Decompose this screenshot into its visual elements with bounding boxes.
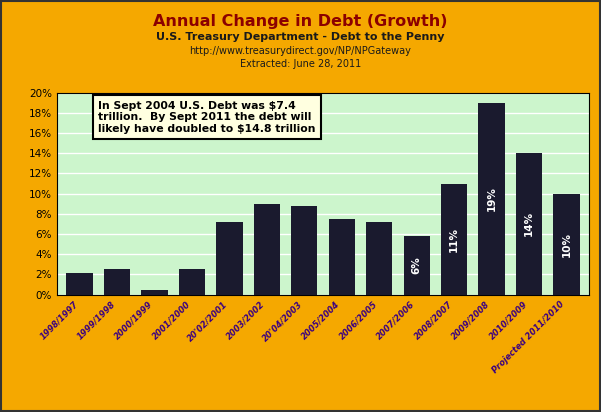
- Bar: [104, 269, 130, 295]
- Text: 19%: 19%: [487, 186, 496, 211]
- Text: U.S. Treasury Department - Debt to the Penny: U.S. Treasury Department - Debt to the P…: [156, 32, 445, 42]
- Bar: [554, 194, 579, 295]
- Text: Annual Change in Debt (Growth): Annual Change in Debt (Growth): [153, 14, 448, 29]
- Bar: [329, 219, 355, 295]
- Bar: [254, 204, 280, 295]
- Text: 10%: 10%: [561, 232, 572, 257]
- Bar: [441, 184, 467, 295]
- Text: http://www.treasurydirect.gov/NP/NPGateway: http://www.treasurydirect.gov/NP/NPGatew…: [189, 46, 412, 56]
- Bar: [516, 153, 542, 295]
- Text: 11%: 11%: [449, 227, 459, 252]
- Bar: [366, 222, 392, 295]
- Text: Extracted: June 28, 2011: Extracted: June 28, 2011: [240, 59, 361, 69]
- Bar: [403, 236, 430, 295]
- Bar: [291, 206, 317, 295]
- Text: In Sept 2004 U.S. Debt was $7.4
trillion.  By Sept 2011 the debt will
likely hav: In Sept 2004 U.S. Debt was $7.4 trillion…: [99, 101, 316, 134]
- Text: 6%: 6%: [412, 256, 422, 274]
- Bar: [141, 290, 168, 295]
- Bar: [216, 222, 243, 295]
- Bar: [179, 269, 205, 295]
- Text: 14%: 14%: [524, 211, 534, 236]
- Bar: [67, 274, 93, 295]
- Bar: [478, 103, 505, 295]
